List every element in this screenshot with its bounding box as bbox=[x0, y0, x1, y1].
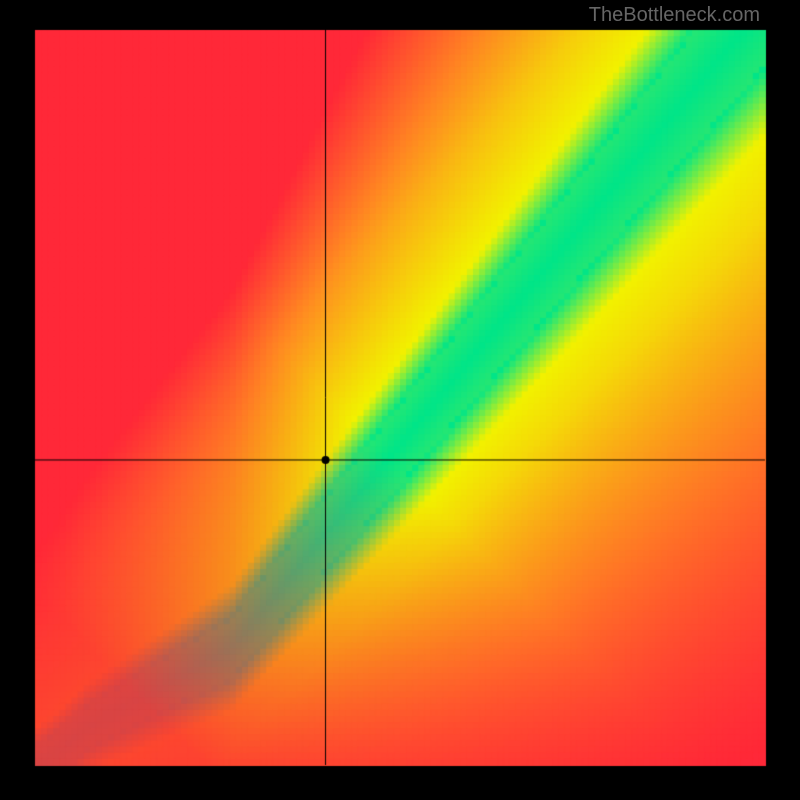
bottleneck-heatmap bbox=[0, 0, 800, 800]
watermark-text: TheBottleneck.com bbox=[589, 4, 760, 27]
chart-container: TheBottleneck.com bbox=[0, 0, 800, 800]
